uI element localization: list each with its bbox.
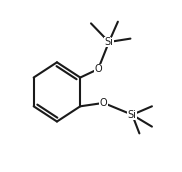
Text: O: O xyxy=(100,98,107,108)
Text: Si: Si xyxy=(128,110,137,120)
Text: O: O xyxy=(94,64,102,74)
Text: Si: Si xyxy=(104,37,113,47)
